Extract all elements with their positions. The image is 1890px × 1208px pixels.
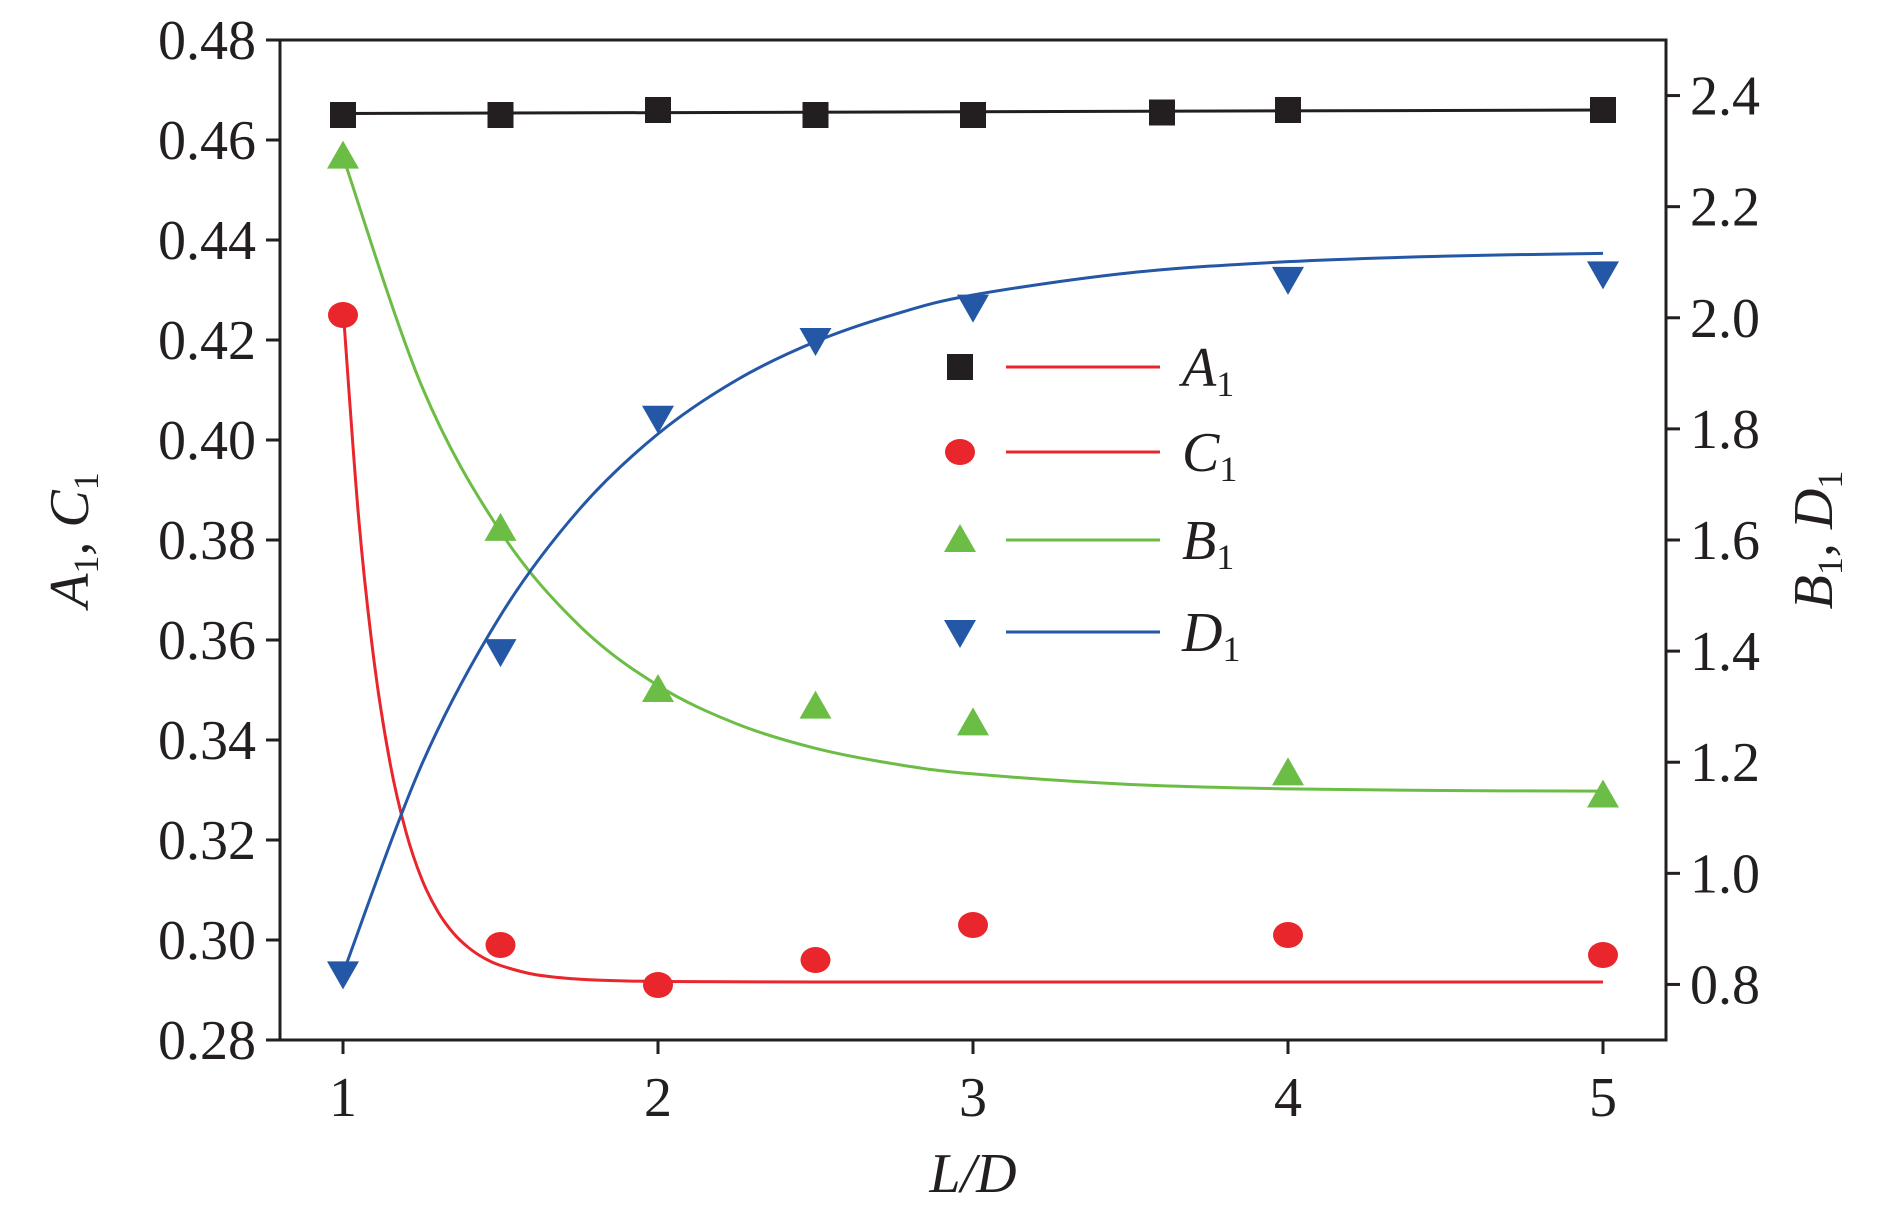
data-point-b1 (1587, 779, 1619, 808)
y-right-tick-label: 2.2 (1690, 177, 1760, 239)
y-left-tick-label: 0.48 (158, 10, 256, 72)
legend-label-d1-sub: 1 (1222, 629, 1240, 669)
legend-label-b1-sub: 1 (1216, 537, 1234, 577)
data-point-c1 (958, 912, 988, 938)
data-point-a1 (1275, 97, 1301, 123)
data-point-d1 (484, 639, 517, 668)
y-left-tick-label: 0.46 (158, 110, 256, 172)
y-right-title-d: , D (1783, 489, 1845, 557)
data-point-d1 (957, 294, 989, 323)
data-point-d1 (799, 328, 832, 356)
legend-label-d1: D1 (1181, 602, 1240, 669)
legend-label-b1: B1 (1182, 510, 1234, 577)
y-right-axis-title: B1, D1 (1783, 471, 1850, 610)
y-left-title-a-sub: 1 (66, 556, 106, 574)
y-left-tick-label: 0.34 (158, 710, 256, 772)
data-point-c1 (643, 972, 673, 998)
data-point-d1 (1587, 261, 1619, 290)
data-point-b1 (799, 690, 832, 719)
data-point-a1 (487, 102, 514, 128)
data-point-c1 (328, 302, 358, 328)
axis-ticks: 1 2 3 4 5 0.28 0.30 0.32 0.34 0.36 0.38 0.40 0.42 0.4… (158, 10, 1760, 1129)
data-point-a1 (645, 97, 671, 123)
data-point-b1 (1272, 757, 1304, 786)
fit-lines (341, 108, 1604, 984)
data-point-c1 (485, 932, 516, 958)
data-point-a1 (960, 102, 986, 128)
x-tick-label: 5 (1589, 1067, 1617, 1129)
y-right-tick-label: 1.8 (1690, 399, 1760, 461)
y-left-title-a: A (39, 573, 101, 612)
x-tick-label: 1 (329, 1067, 357, 1129)
y-right-tick-label: 2.0 (1690, 288, 1760, 350)
y-left-title-c-sub: 1 (66, 472, 106, 490)
data-point-c1 (1273, 922, 1303, 948)
y-left-tick-label: 0.44 (158, 210, 256, 272)
y-left-tick-label: 0.40 (158, 410, 256, 472)
legend-label-c1-main: C (1182, 422, 1220, 484)
data-point-a1 (330, 102, 356, 128)
y-right-tick-label: 1.2 (1690, 732, 1760, 794)
data-point-a1 (1149, 99, 1175, 126)
y-right-tick-label: 1.0 (1690, 843, 1760, 905)
data-point-b1 (642, 674, 674, 702)
x-tick-label: 2 (644, 1067, 672, 1129)
y-left-tick-label: 0.32 (158, 810, 256, 872)
y-left-tick-label: 0.42 (158, 310, 256, 372)
y-right-tick-label: 1.6 (1690, 510, 1760, 572)
x-axis-title: L/D (928, 1143, 1016, 1205)
y-right-tick-label: 1.4 (1690, 621, 1760, 683)
legend-marker-d1 (944, 620, 976, 648)
data-point-d1 (1272, 266, 1304, 295)
data-point-a1 (802, 102, 829, 128)
y-left-tick-label: 0.30 (158, 910, 256, 972)
legend-marker-c1 (945, 439, 975, 465)
data-point-b1 (327, 140, 359, 169)
x-tick-label: 4 (1274, 1067, 1302, 1129)
data-point-b1 (484, 512, 517, 541)
y-right-title-d-sub: 1 (1810, 471, 1850, 489)
data-point-c1 (800, 947, 831, 973)
data-point-d1 (642, 405, 674, 434)
y-left-axis-title: A1, C1 (39, 472, 106, 612)
y-right-tick-label: 2.4 (1690, 66, 1760, 128)
fit-line-c1 (341, 307, 1603, 984)
data-point-b1 (957, 707, 989, 736)
data-point-a1 (1590, 97, 1616, 123)
y-left-tick-label: 0.36 (158, 610, 256, 672)
y-left-tick-label: 0.38 (158, 510, 256, 572)
y-right-tick-label: 0.8 (1690, 954, 1760, 1016)
legend-label-b1-main: B (1182, 510, 1216, 572)
data-point-d1 (327, 961, 359, 990)
legend-label-a1: A1 (1178, 337, 1234, 404)
y-right-title-b-sub: 1 (1810, 557, 1850, 575)
y-right-title-b: B (1783, 575, 1845, 609)
legend-label-c1-sub: 1 (1219, 449, 1237, 489)
legend-label-a1-main: A (1178, 337, 1217, 399)
y-left-title-c: , C (39, 490, 101, 556)
legend-label-a1-sub: 1 (1216, 364, 1234, 404)
fit-line-b1 (341, 156, 1604, 793)
legend-marker-b1 (944, 524, 976, 552)
legend-label-d1-main: D (1181, 602, 1222, 664)
x-tick-label: 3 (959, 1067, 987, 1129)
y-left-tick-label: 0.28 (158, 1010, 256, 1072)
data-markers (327, 97, 1619, 998)
data-point-c1 (1588, 942, 1618, 968)
legend-marker-a1 (947, 354, 973, 380)
legend-label-c1: C1 (1182, 422, 1237, 489)
